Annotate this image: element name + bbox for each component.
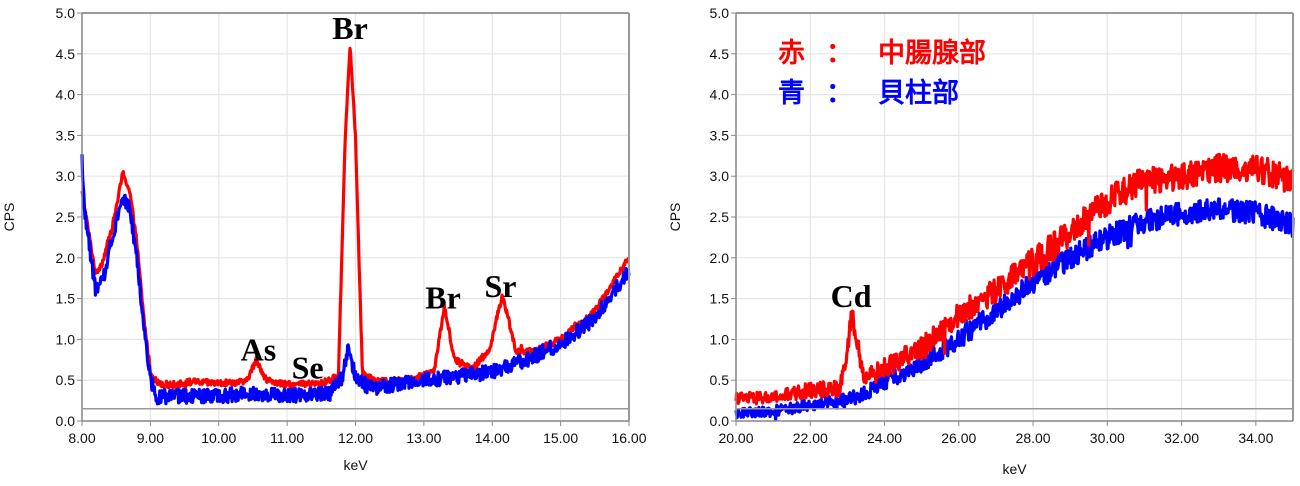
legend-label: 貝柱部: [878, 77, 959, 109]
spectrum-chart-8-16kev: 0.0 0.5 1.0 1.5 2.0 2.5 3.0 3.5 4.0 4.5 5.0 8.00 9.0…: [1, 5, 647, 473]
peak-label-cd: Cd: [831, 278, 872, 314]
x-tick-label: 26.00: [941, 430, 976, 446]
y-tick-label: 0.5: [56, 372, 76, 388]
x-tick-label: 15.00: [543, 430, 578, 446]
x-tick-label: 9.00: [137, 430, 164, 446]
x-tick-label: 14.00: [475, 430, 510, 446]
x-tick-label: 28.00: [1016, 430, 1051, 446]
y-tick-label: 4.5: [56, 46, 76, 62]
y-tick-label: 5.0: [710, 5, 730, 21]
y-tick-label: 3.5: [710, 127, 730, 143]
x-tick-label: 10.00: [201, 430, 236, 446]
y-tick-label: 2.5: [710, 209, 730, 225]
peak-label-br: Br: [425, 279, 461, 315]
x-tick-label: 13.00: [406, 430, 441, 446]
x-tick-label: 32.00: [1164, 430, 1199, 446]
y-tick-label: 1.0: [56, 331, 76, 347]
peak-label-br: Br: [332, 10, 368, 46]
y-tick-label: 1.0: [710, 331, 730, 347]
y-axis-title: CPS: [1, 203, 17, 232]
y-tick-label: 3.0: [56, 168, 76, 184]
peak-label-sr: Sr: [484, 268, 516, 304]
y-tick-label: 0.0: [710, 413, 730, 429]
spectrum-chart-20-35kev: 0.0 0.5 1.0 1.5 2.0 2.5 3.0 3.5 4.0 4.5 5.0 20.00 22…: [650, 0, 1300, 486]
x-tick-label: 30.00: [1090, 430, 1125, 446]
x-tick-label: 8.00: [68, 430, 95, 446]
x-tick-label: 24.00: [867, 430, 902, 446]
y-tick-label: 3.5: [56, 127, 76, 143]
y-tick-label: 4.5: [710, 46, 730, 62]
y-tick-label: 4.0: [710, 87, 730, 103]
peak-label-se: Se: [292, 350, 324, 386]
x-axis-title: keV: [1002, 461, 1027, 477]
gridlines: [81, 12, 630, 422]
peak-label-as: As: [241, 332, 277, 368]
y-tick-label: 0.0: [56, 413, 76, 429]
chart-canvas-right: 0.0 0.5 1.0 1.5 2.0 2.5 3.0 3.5 4.0 4.5 5.0 20.00 22…: [667, 5, 1295, 477]
y-tick-label: 0.5: [710, 372, 730, 388]
x-tick-label: 12.00: [338, 430, 373, 446]
legend-separator: ：: [826, 78, 853, 109]
chart-canvas-left: 0.0 0.5 1.0 1.5 2.0 2.5 3.0 3.5 4.0 4.5 5.0 8.00 9.0…: [1, 5, 647, 473]
series-line-red: [734, 152, 1295, 406]
y-tick-label: 2.0: [56, 250, 76, 266]
series-line-blue: [80, 154, 631, 406]
legend-label: 中腸腺部: [878, 37, 986, 69]
x-tick-label: 11.00: [270, 430, 304, 446]
y-tick-label: 2.5: [56, 209, 76, 225]
y-tick-label: 3.0: [710, 168, 730, 184]
y-tick-label: 2.0: [710, 250, 730, 266]
x-tick-label: 20.00: [718, 430, 753, 446]
y-tick-label: 1.5: [56, 291, 76, 307]
legend-key: 青: [778, 78, 805, 109]
y-tick-label: 4.0: [56, 87, 76, 103]
legend-separator: ：: [826, 38, 853, 69]
y-tick-label: 1.5: [710, 291, 730, 307]
x-axis-title: keV: [343, 457, 368, 473]
x-tick-label: 22.00: [793, 430, 828, 446]
x-tick-label: 34.00: [1238, 430, 1273, 446]
x-tick-label: 16.00: [611, 430, 646, 446]
legend-key: 赤: [778, 38, 805, 69]
y-tick-label: 5.0: [56, 5, 76, 21]
series-line-blue: [734, 197, 1295, 421]
y-axis-title: CPS: [667, 203, 683, 232]
